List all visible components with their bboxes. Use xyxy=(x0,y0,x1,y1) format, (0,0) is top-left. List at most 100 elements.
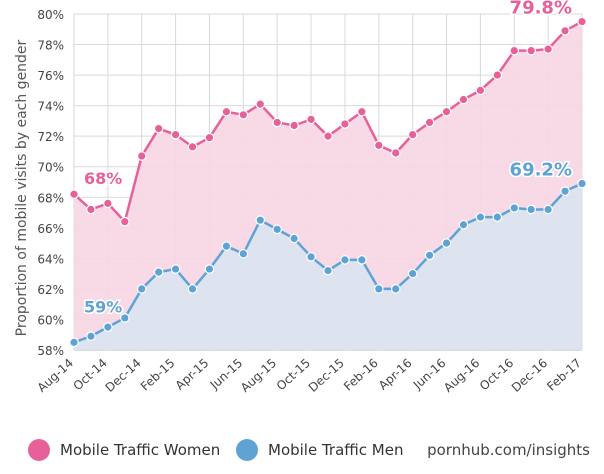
x-tick-label: Dec-15 xyxy=(306,356,347,395)
y-axis-ticks: 58% 60% 62% 64% 66% 68% 70% 72% 74% 76% 78% 80% xyxy=(37,8,64,358)
point-men xyxy=(272,224,282,235)
area-fills xyxy=(74,21,582,351)
x-tick-label: Aug-15 xyxy=(238,356,279,395)
point-women xyxy=(407,129,418,140)
point-women xyxy=(221,106,232,117)
legend-label-men: Mobile Traffic Men xyxy=(268,441,404,459)
point-women xyxy=(323,131,333,141)
line-chart: 58% 60% 62% 64% 66% 68% 70% 72% 74% 76% 78% 80% Aug… xyxy=(14,0,587,395)
point-men xyxy=(103,322,113,332)
point-women xyxy=(390,148,401,158)
point-women xyxy=(492,70,503,80)
point-men xyxy=(120,313,130,323)
y-tick-label: 70% xyxy=(37,161,64,175)
point-women xyxy=(69,189,79,200)
point-women xyxy=(289,120,299,131)
y-tick-label: 58% xyxy=(37,344,64,358)
point-women xyxy=(120,216,130,227)
point-women xyxy=(543,44,553,54)
point-men xyxy=(441,238,452,248)
source-credit: pornhub.com/insights xyxy=(427,441,590,459)
legend-swatch-women xyxy=(28,439,50,461)
annotation-label: 69.2% xyxy=(510,160,572,181)
y-tick-label: 76% xyxy=(37,69,64,83)
point-women xyxy=(187,142,198,152)
x-tick-label: Feb-16 xyxy=(341,356,381,394)
point-men xyxy=(86,331,96,342)
legend-item-men: Mobile Traffic Men xyxy=(236,439,403,461)
point-men xyxy=(238,248,249,259)
point-women xyxy=(340,119,350,129)
point-women xyxy=(272,117,282,128)
y-tick-label: 72% xyxy=(37,130,64,144)
point-men xyxy=(424,250,435,261)
point-women xyxy=(560,25,570,36)
data-points xyxy=(69,16,587,348)
point-women xyxy=(424,117,435,128)
point-women xyxy=(136,151,147,161)
point-women xyxy=(373,140,384,151)
point-women xyxy=(509,45,520,56)
y-tick-label: 74% xyxy=(37,100,64,114)
annotation-label: 68% xyxy=(84,169,122,188)
point-men xyxy=(543,204,553,215)
y-tick-label: 68% xyxy=(37,191,64,205)
x-axis-ticks: Aug-14Oct-14Dec-14Feb-15Apr-15Jun-15Aug-… xyxy=(35,356,584,395)
point-men xyxy=(509,203,520,213)
point-men xyxy=(390,284,401,294)
area-men xyxy=(74,183,582,350)
x-tick-label: Oct-16 xyxy=(477,356,516,393)
point-women xyxy=(441,106,452,117)
annotation-label: 79.8% xyxy=(510,0,572,19)
point-men xyxy=(526,204,536,215)
point-women xyxy=(357,106,367,117)
y-tick-label: 64% xyxy=(37,252,64,266)
x-tick-label: Aug-14 xyxy=(35,356,76,395)
point-men xyxy=(170,264,181,274)
point-women xyxy=(170,129,181,140)
point-men xyxy=(475,212,486,222)
point-men xyxy=(289,233,299,244)
x-tick-label: Dec-16 xyxy=(509,356,550,395)
point-men xyxy=(560,186,570,196)
legend-label-women: Mobile Traffic Women xyxy=(60,441,221,459)
point-women xyxy=(204,132,215,143)
legend-item-women: Mobile Traffic Women xyxy=(28,439,220,461)
annotation-label: 59% xyxy=(84,297,122,316)
x-tick-label: Apr-15 xyxy=(173,356,212,393)
y-tick-label: 80% xyxy=(37,8,64,22)
x-tick-label: Feb-15 xyxy=(138,356,178,394)
point-men xyxy=(577,178,587,189)
point-men xyxy=(373,284,384,294)
legend-swatch-men xyxy=(236,439,258,461)
point-women xyxy=(103,198,113,209)
point-women xyxy=(458,94,469,105)
point-men xyxy=(306,252,316,262)
point-men xyxy=(357,255,367,265)
point-men xyxy=(221,241,232,251)
point-women xyxy=(153,123,164,134)
x-tick-label: Apr-16 xyxy=(376,356,415,393)
legend: Mobile Traffic Women Mobile Traffic Men … xyxy=(0,430,604,470)
point-women xyxy=(238,110,249,120)
point-women xyxy=(577,16,587,27)
point-men xyxy=(340,255,350,265)
point-women xyxy=(86,204,96,215)
point-men xyxy=(255,215,266,225)
point-women xyxy=(255,99,266,109)
y-tick-label: 66% xyxy=(37,222,64,236)
point-women xyxy=(475,85,486,96)
y-tick-label: 60% xyxy=(37,313,64,327)
point-men xyxy=(204,264,215,274)
point-men xyxy=(136,284,147,294)
point-men xyxy=(492,212,503,222)
x-tick-label: Dec-14 xyxy=(103,356,144,395)
point-men xyxy=(458,219,469,230)
point-men xyxy=(69,337,79,348)
y-tick-label: 78% xyxy=(37,39,64,53)
point-men xyxy=(407,268,418,279)
x-tick-label: Oct-15 xyxy=(274,356,313,393)
y-axis-label: Proportion of mobile visits by each gend… xyxy=(14,39,30,336)
point-men xyxy=(153,267,164,277)
